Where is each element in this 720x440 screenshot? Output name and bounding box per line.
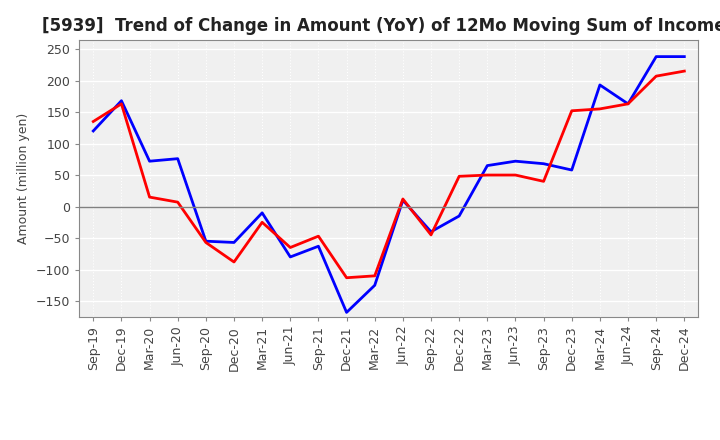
- Net Income: [399, 196, 408, 202]
- Net Income: [680, 69, 688, 74]
- Ordinary Income: [286, 254, 294, 260]
- Net Income: [511, 172, 520, 178]
- Ordinary Income: [314, 244, 323, 249]
- Net Income: [567, 108, 576, 114]
- Net Income: [370, 273, 379, 279]
- Net Income: [174, 199, 182, 205]
- Ordinary Income: [511, 158, 520, 164]
- Net Income: [286, 245, 294, 250]
- Net Income: [483, 172, 492, 178]
- Ordinary Income: [342, 310, 351, 315]
- Ordinary Income: [258, 210, 266, 216]
- Net Income: [258, 220, 266, 225]
- Line: Ordinary Income: Ordinary Income: [94, 57, 684, 312]
- Net Income: [89, 119, 98, 124]
- Y-axis label: Amount (million yen): Amount (million yen): [17, 113, 30, 244]
- Ordinary Income: [399, 198, 408, 203]
- Net Income: [624, 101, 632, 106]
- Net Income: [202, 240, 210, 245]
- Net Income: [230, 259, 238, 264]
- Net Income: [539, 179, 548, 184]
- Ordinary Income: [595, 82, 604, 88]
- Net Income: [595, 106, 604, 111]
- Ordinary Income: [483, 163, 492, 168]
- Ordinary Income: [680, 54, 688, 59]
- Net Income: [145, 194, 154, 200]
- Ordinary Income: [202, 238, 210, 244]
- Net Income: [427, 232, 436, 238]
- Ordinary Income: [370, 282, 379, 288]
- Ordinary Income: [624, 101, 632, 106]
- Ordinary Income: [567, 167, 576, 172]
- Ordinary Income: [117, 98, 126, 103]
- Ordinary Income: [145, 158, 154, 164]
- Ordinary Income: [230, 240, 238, 245]
- Line: Net Income: Net Income: [94, 71, 684, 278]
- Ordinary Income: [539, 161, 548, 166]
- Ordinary Income: [174, 156, 182, 161]
- Title: [5939]  Trend of Change in Amount (YoY) of 12Mo Moving Sum of Incomes: [5939] Trend of Change in Amount (YoY) o…: [42, 17, 720, 35]
- Net Income: [117, 101, 126, 106]
- Net Income: [652, 73, 660, 79]
- Ordinary Income: [652, 54, 660, 59]
- Net Income: [314, 234, 323, 239]
- Net Income: [455, 174, 464, 179]
- Ordinary Income: [89, 128, 98, 134]
- Ordinary Income: [455, 213, 464, 219]
- Ordinary Income: [427, 229, 436, 235]
- Net Income: [342, 275, 351, 280]
